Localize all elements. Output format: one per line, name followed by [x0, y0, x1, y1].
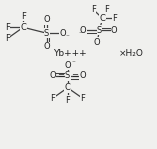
Text: O: O — [60, 29, 66, 38]
Text: F: F — [91, 5, 96, 14]
Text: O: O — [43, 15, 50, 24]
Text: F: F — [5, 34, 10, 43]
Text: C: C — [20, 23, 26, 32]
Text: ⁻: ⁻ — [78, 32, 82, 38]
Text: Yb+++: Yb+++ — [53, 49, 87, 58]
Text: F: F — [80, 94, 85, 103]
Text: ×H₂O: ×H₂O — [119, 49, 144, 58]
Text: F: F — [112, 14, 117, 23]
Text: C: C — [65, 83, 70, 92]
Text: F: F — [104, 5, 109, 14]
Text: O: O — [94, 38, 100, 46]
Text: =: = — [72, 72, 78, 80]
Text: O: O — [80, 26, 87, 35]
Text: O: O — [49, 72, 56, 80]
Text: O: O — [79, 72, 86, 80]
Text: F: F — [5, 23, 10, 32]
Text: F: F — [65, 96, 70, 105]
Text: F: F — [50, 94, 55, 103]
Text: O: O — [111, 26, 118, 35]
Text: S: S — [65, 72, 70, 80]
Text: S: S — [44, 29, 49, 38]
Text: =: = — [57, 72, 64, 80]
Text: F: F — [21, 12, 26, 21]
Text: S: S — [97, 26, 102, 35]
Text: ⁻: ⁻ — [72, 61, 76, 67]
Text: O: O — [43, 42, 50, 51]
Text: O: O — [64, 61, 71, 70]
Text: C: C — [100, 14, 106, 23]
Text: ⁻: ⁻ — [66, 34, 70, 40]
